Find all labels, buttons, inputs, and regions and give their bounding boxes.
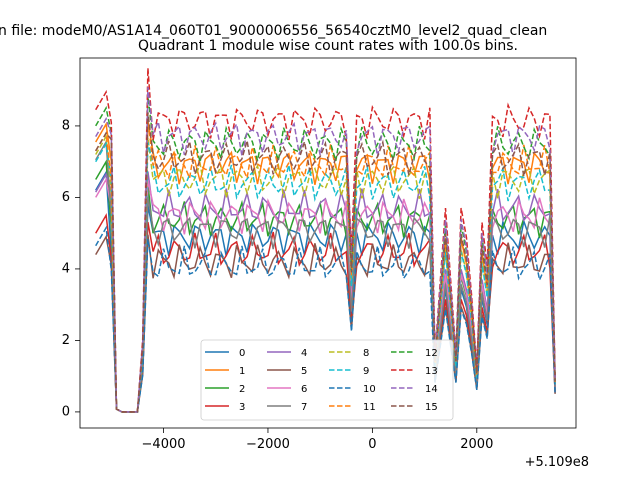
- legend-label-2: 2: [239, 384, 245, 395]
- legend-label-6: 6: [301, 384, 307, 395]
- x-tick-label: −2000: [246, 437, 290, 452]
- legend-label-10: 10: [363, 384, 376, 395]
- legend-label-3: 3: [239, 402, 245, 413]
- x-tick-label: 2000: [460, 437, 493, 452]
- y-tick-label: 2: [62, 333, 70, 348]
- legend-label-12: 12: [425, 348, 438, 359]
- y-tick-label: 0: [62, 404, 70, 419]
- legend-label-9: 9: [363, 366, 369, 377]
- y-tick-label: 6: [62, 190, 70, 205]
- legend-label-0: 0: [239, 348, 245, 359]
- legend-label-1: 1: [239, 366, 245, 377]
- x-axis: −4000 −2000 0 2000 +5.109e8: [142, 428, 589, 470]
- chart-title: Quadrant 1 module wise count rates with …: [138, 38, 518, 54]
- y-tick-label: 8: [62, 118, 70, 133]
- legend-label-7: 7: [301, 402, 307, 413]
- y-axis: 0 2 4 6 8: [62, 118, 80, 419]
- series-line-15: [95, 112, 556, 413]
- series-line-10: [95, 225, 556, 413]
- legend-box: [200, 339, 454, 421]
- legend-label-8: 8: [363, 348, 369, 359]
- legend-label-5: 5: [301, 366, 307, 377]
- x-offset-label: +5.109e8: [525, 455, 589, 470]
- x-tick-label: −4000: [142, 437, 186, 452]
- series-line-9: [95, 141, 556, 413]
- series-line-14: [95, 87, 556, 413]
- figure-suptitle: n file: modeM0/AS1A14_060T01_9000006556_…: [0, 23, 547, 39]
- legend-label-13: 13: [425, 366, 438, 377]
- series-line-13: [95, 68, 556, 413]
- y-tick-label: 4: [62, 261, 70, 276]
- x-tick-label: 0: [368, 437, 376, 452]
- axes-frame: [79, 57, 577, 429]
- series-layer: [95, 68, 556, 413]
- legend-label-4: 4: [301, 348, 307, 359]
- legend-label-14: 14: [425, 384, 438, 395]
- legend-label-11: 11: [363, 402, 376, 413]
- legend-label-15: 15: [425, 402, 438, 413]
